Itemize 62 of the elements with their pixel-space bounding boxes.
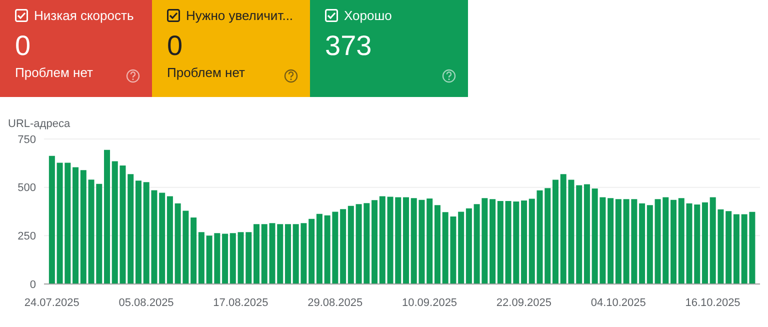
bar — [426, 198, 433, 284]
y-axis-title: URL-адреса — [8, 118, 70, 130]
legend-label: Хорошо — [344, 8, 392, 23]
bar — [403, 197, 409, 284]
y-tick-label: 750 — [18, 134, 36, 146]
bar — [678, 198, 684, 284]
bar — [348, 206, 354, 284]
y-tick-label: 0 — [30, 278, 36, 291]
bar — [639, 203, 646, 284]
bar — [190, 217, 197, 284]
bar — [159, 192, 166, 284]
x-tick-label: 17.08.2025 — [213, 296, 268, 309]
x-tick-label: 29.08.2025 — [308, 296, 363, 309]
bar — [434, 205, 440, 284]
bar — [277, 224, 284, 284]
bar — [466, 208, 472, 284]
x-tick-label: 24.07.2025 — [24, 296, 80, 309]
bar — [128, 174, 134, 284]
bar — [48, 156, 55, 284]
bar — [490, 199, 496, 284]
x-tick-label: 05.08.2025 — [118, 296, 174, 309]
legend-label: Нужно увеличит... — [186, 8, 294, 23]
y-tick-label: 250 — [18, 230, 36, 243]
y-tick-label: 500 — [18, 182, 36, 194]
bar — [670, 200, 677, 284]
bar — [521, 200, 528, 284]
x-tick-label: 04.10.2025 — [590, 296, 646, 309]
bar — [230, 233, 236, 284]
text: 373 — [325, 29, 373, 63]
bar — [497, 201, 504, 284]
bar — [576, 185, 582, 284]
bar — [80, 170, 86, 284]
bar — [552, 180, 558, 284]
bar — [166, 196, 173, 284]
bar — [646, 205, 653, 284]
bar — [72, 167, 79, 284]
x-tick-label: 16.10.2025 — [685, 296, 740, 309]
bar — [198, 232, 204, 284]
bar — [615, 199, 622, 284]
bar — [254, 224, 260, 284]
text: Проблем нет — [167, 65, 246, 80]
x-tick-label: 22.09.2025 — [496, 296, 552, 309]
bar — [340, 209, 346, 284]
text: 0 — [167, 29, 184, 63]
text: Проблем нет — [15, 65, 94, 80]
bar — [104, 150, 110, 284]
bar — [372, 200, 378, 284]
bar — [584, 184, 590, 284]
bar — [458, 212, 464, 284]
bar — [733, 214, 740, 284]
bar — [702, 202, 708, 284]
bar — [608, 198, 614, 284]
x-tick-label: 10.09.2025 — [402, 296, 458, 309]
legend-label: Низкая скорость — [34, 8, 134, 23]
bar — [379, 196, 386, 284]
bar — [222, 234, 228, 284]
bar — [308, 218, 315, 284]
bar — [316, 214, 322, 284]
bar — [726, 211, 732, 284]
bar — [135, 180, 142, 284]
bar — [284, 224, 291, 284]
bar — [528, 198, 535, 284]
